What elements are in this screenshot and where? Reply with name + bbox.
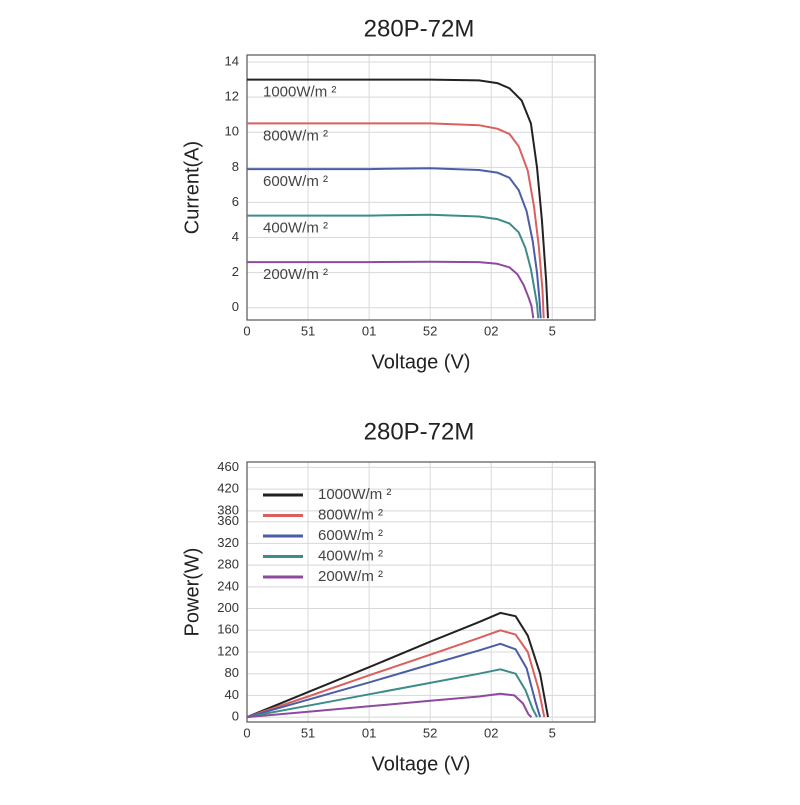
x-tick-label: 01	[362, 323, 376, 338]
y-tick-label: 360	[217, 513, 239, 528]
x-tick-label: 5	[549, 323, 556, 338]
y-tick-label: 12	[225, 89, 239, 104]
series-line	[246, 668, 538, 719]
y-axis-label: Power(W)	[181, 548, 203, 637]
y-tick-label: 6	[232, 194, 239, 209]
y-tick-label: 2	[232, 264, 239, 279]
x-tick-label: 51	[301, 323, 315, 338]
y-tick-label: 160	[217, 622, 239, 637]
x-tick-label: 51	[301, 725, 315, 740]
x-tick-label: 5	[549, 725, 556, 740]
series-label: 800W/m ²	[263, 127, 328, 144]
series-line	[246, 692, 533, 719]
chart-title: 280P-72M	[364, 15, 475, 42]
series-label: 200W/m ²	[263, 266, 328, 283]
series-label: 1000W/m ²	[263, 84, 336, 101]
x-tick-label: 01	[362, 725, 376, 740]
plot-frame	[246, 461, 596, 723]
x-tick-label: 02	[484, 725, 498, 740]
y-tick-label: 80	[225, 665, 239, 680]
legend-label: 200W/m ²	[318, 568, 383, 585]
x-tick-label: 52	[423, 725, 437, 740]
y-tick-label: 10	[225, 124, 239, 139]
series-label: 600W/m ²	[263, 173, 328, 190]
series-line	[247, 167, 542, 319]
y-tick-label: 0	[232, 299, 239, 314]
legend-label: 400W/m ²	[318, 547, 383, 564]
y-tick-label: 8	[232, 159, 239, 174]
series-line	[246, 629, 546, 719]
y-tick-label: 240	[217, 578, 239, 593]
x-tick-label: 0	[243, 725, 250, 740]
series-line	[247, 213, 540, 319]
series-line	[246, 642, 542, 719]
series-line	[247, 78, 549, 319]
legend-label: 600W/m ²	[318, 527, 383, 544]
y-tick-label: 14	[225, 53, 239, 68]
plot-frame	[246, 54, 596, 321]
y-tick-label: 120	[217, 643, 239, 658]
y-tick-label: 200	[217, 600, 239, 615]
chart-title: 280P-72M	[364, 418, 475, 445]
series-line	[247, 260, 535, 319]
y-tick-label: 420	[217, 481, 239, 496]
series-line	[246, 611, 549, 719]
legend-label: 800W/m ²	[318, 506, 383, 523]
plot-area	[247, 462, 595, 722]
legend-label: 1000W/m ²	[318, 486, 391, 503]
y-tick-label: 4	[232, 229, 239, 244]
series-line	[247, 122, 545, 319]
y-tick-label: 320	[217, 535, 239, 550]
y-tick-label: 460	[217, 459, 239, 474]
y-axis-label: Current(A)	[181, 141, 203, 234]
y-tick-label: 280	[217, 557, 239, 572]
y-tick-label: 380	[217, 502, 239, 517]
series-label: 400W/m ²	[263, 220, 328, 237]
x-tick-label: 52	[423, 323, 437, 338]
y-tick-label: 40	[225, 687, 239, 702]
y-tick-label: 0	[232, 709, 239, 724]
x-axis-label: Voltage (V)	[372, 753, 471, 775]
x-tick-label: 02	[484, 323, 498, 338]
x-tick-label: 0	[243, 323, 250, 338]
x-axis-label: Voltage (V)	[372, 351, 471, 373]
